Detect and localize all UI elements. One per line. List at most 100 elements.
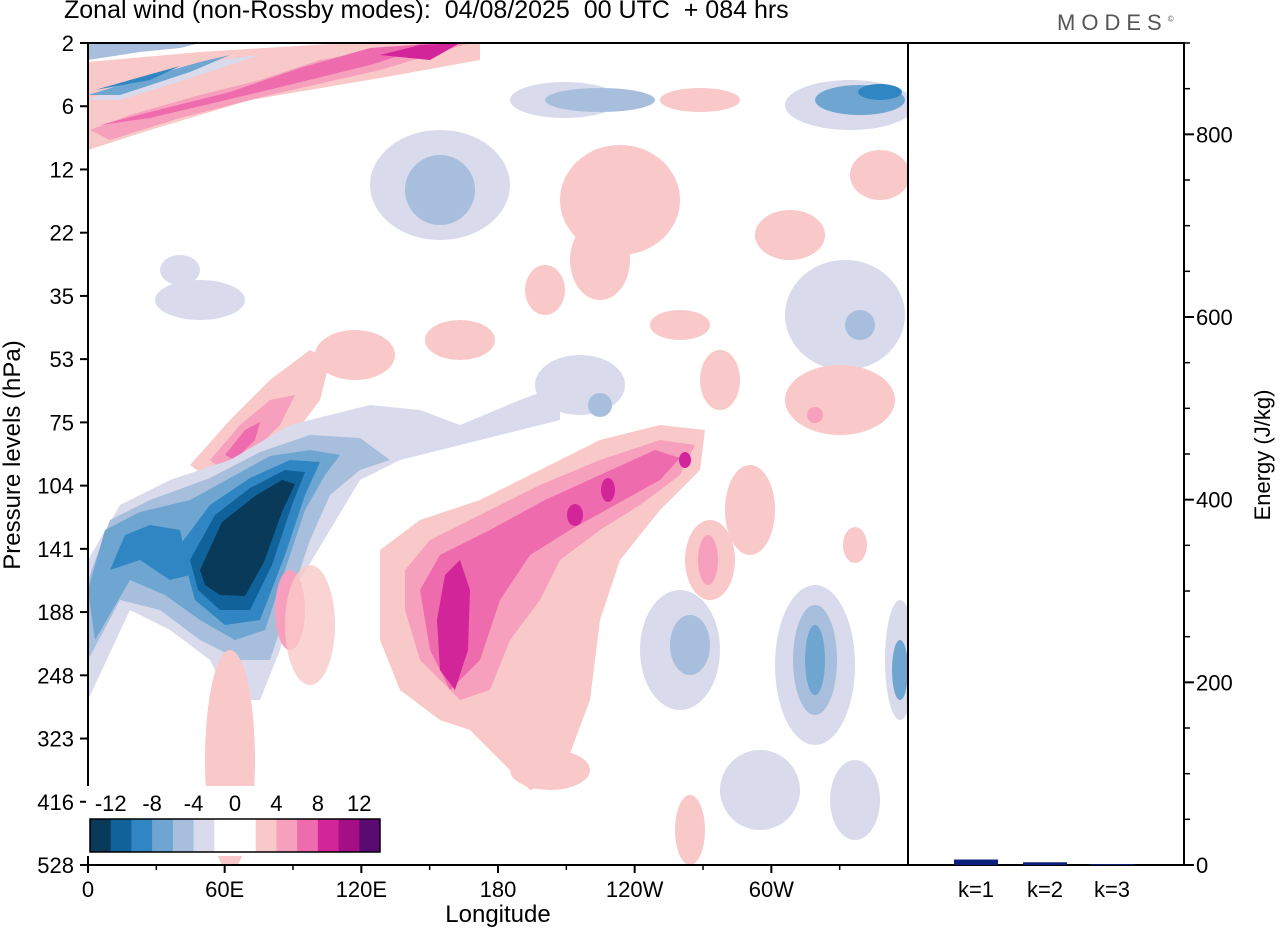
energy-tick-label: 200: [1196, 670, 1233, 695]
modes-logo: MODES©: [1057, 10, 1174, 36]
y-tick-label: 12: [50, 157, 74, 182]
field-band: [380, 43, 460, 60]
x-tick-label: 0: [82, 877, 94, 902]
field-band: [95, 66, 180, 90]
energy-tick-label: 800: [1196, 122, 1233, 147]
x-axis: 0 60E 120E 180 120W 60W: [82, 865, 841, 902]
y-tick-label: 248: [37, 663, 74, 688]
energy-bars: k=1 k=2 k=3: [954, 859, 1134, 902]
field-blob: [567, 504, 583, 526]
field-blob: [570, 220, 630, 300]
colorbar-swatch: [131, 819, 153, 852]
y-tick-label: 104: [37, 474, 74, 499]
x-axis-label: Longitude: [445, 901, 550, 928]
field-blob: [785, 260, 905, 370]
field-blob: [160, 255, 200, 285]
colorbar-swatch: [276, 819, 298, 852]
field-band: [110, 525, 190, 580]
colorbar-label: 4: [270, 791, 282, 816]
field-blob: [755, 210, 825, 260]
field-band: [225, 422, 260, 460]
colorbar-frame: [89, 818, 381, 853]
field-blob: [425, 320, 495, 360]
energy-axis: 0 200 400 600 800: [1184, 42, 1233, 878]
y-tick-label: 188: [37, 600, 74, 625]
colorbar-swatch: [172, 819, 195, 852]
energy-category-label: k=2: [1027, 877, 1063, 902]
chart-title: Zonal wind (non-Rossby modes): 04/08/202…: [64, 0, 789, 24]
modes-logo-text: MODES: [1057, 10, 1168, 35]
y-tick-label: 53: [50, 347, 74, 372]
field-blob: [850, 150, 908, 200]
field-blob: [843, 527, 867, 563]
field-blob: [660, 88, 740, 112]
colorbar-label: 0: [229, 791, 241, 816]
x-tick-label: 120E: [336, 877, 387, 902]
energy-category-label: k=1: [958, 877, 994, 902]
field-blob: [807, 407, 823, 423]
field-blob: [601, 478, 615, 502]
y-axis: 2 6 12 22 35 53 75 104 141 188 248 323 416 528: [37, 31, 88, 878]
y-tick-label: 75: [50, 410, 74, 435]
field-blob: [805, 625, 825, 695]
field-blob: [405, 155, 475, 225]
colorbar-swatch: [359, 819, 381, 852]
field-band: [437, 560, 470, 690]
field-blob: [675, 795, 705, 865]
y-tick-label: 141: [37, 537, 74, 562]
y-tick-label: 528: [37, 853, 74, 878]
field-blob: [588, 393, 612, 417]
field-blob: [725, 465, 775, 555]
energy-bar: [1090, 864, 1134, 866]
energy-category-label: k=3: [1094, 877, 1130, 902]
y-tick-label: 22: [50, 221, 74, 246]
field-blob: [525, 265, 565, 315]
field-blob: [845, 310, 875, 340]
field-blob: [830, 760, 880, 840]
field-blob: [285, 565, 335, 685]
colorbar-swatch: [110, 819, 132, 852]
field-band: [420, 450, 680, 690]
colorbar-label: -12: [95, 791, 127, 816]
field-blob: [679, 452, 691, 468]
colorbar: -12 -8 -4 0 4 8 12: [86, 786, 384, 856]
colorbar-swatch: [193, 819, 215, 852]
energy-bar: [1023, 862, 1067, 865]
wind-field: [88, 43, 908, 865]
energy-tick-label: 400: [1196, 488, 1233, 513]
colorbar-swatch: [338, 819, 360, 852]
field-blob: [670, 615, 710, 675]
field-blob: [858, 84, 902, 100]
energy-axis-label: Energy (J/kg): [1250, 390, 1275, 521]
colorbar-label: 12: [347, 791, 371, 816]
colorbar-swatch: [152, 819, 174, 852]
field-band: [88, 43, 200, 60]
y-tick-label: 416: [37, 790, 74, 815]
y-tick-label: 6: [62, 94, 74, 119]
colorbar-swatch: [317, 819, 340, 852]
energy-bar: [954, 859, 998, 865]
x-tick-label: 120W: [606, 877, 664, 902]
colorbar-label: -4: [184, 791, 204, 816]
field-blob: [155, 280, 245, 320]
field-blob: [315, 330, 395, 380]
x-tick-label: 180: [480, 877, 517, 902]
field-blob: [720, 750, 800, 830]
energy-tick-label: 0: [1196, 853, 1208, 878]
modes-logo-mark: ©: [1167, 14, 1174, 24]
field-blob: [698, 535, 718, 585]
field-blob: [510, 750, 590, 790]
field-band: [200, 480, 295, 596]
energy-frame: [907, 42, 1185, 866]
colorbar-swatch: [255, 819, 277, 852]
y-tick-label: 323: [37, 727, 74, 752]
y-tick-label: 35: [50, 284, 74, 309]
x-tick-label: 60W: [749, 877, 794, 902]
colorbar-label: 8: [312, 791, 324, 816]
field-band: [100, 43, 440, 125]
y-axis-label: Pressure levels (hPa): [0, 340, 26, 569]
colorbar-swatch: [235, 819, 257, 852]
field-band: [90, 43, 470, 140]
field-blob: [785, 365, 895, 435]
